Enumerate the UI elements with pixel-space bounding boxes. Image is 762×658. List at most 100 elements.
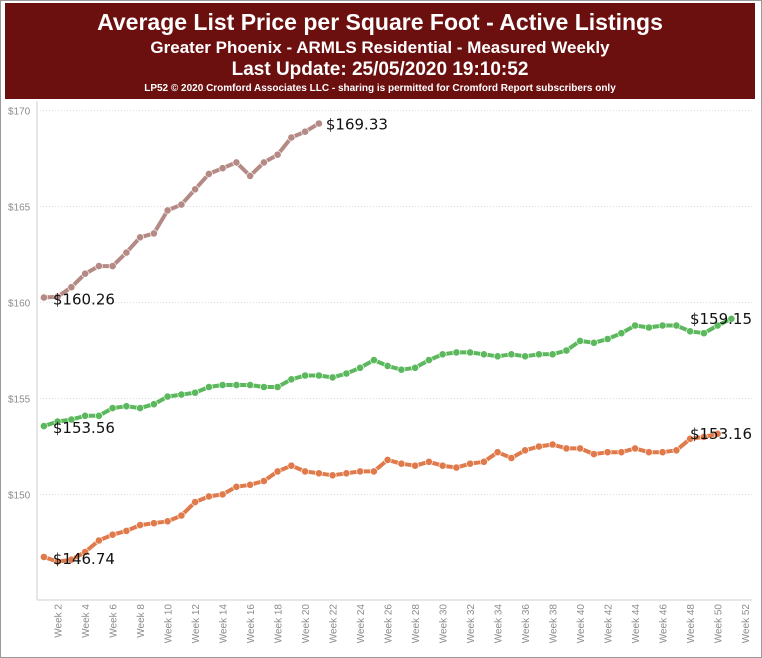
data-point — [149, 400, 158, 409]
data-point — [479, 350, 488, 359]
data-label: $146.74 — [53, 550, 115, 568]
data-point — [204, 492, 213, 501]
data-point — [521, 352, 529, 361]
data-point — [40, 553, 48, 561]
data-point — [287, 133, 296, 142]
data-point — [369, 467, 378, 476]
data-point — [191, 185, 199, 194]
data-point — [122, 527, 131, 535]
copyright-note: LP52 © 2020 Cromford Associates LLC - sh… — [144, 83, 616, 94]
data-point — [218, 490, 227, 499]
data-point — [369, 356, 378, 364]
data-point — [67, 283, 76, 292]
data-point — [507, 454, 516, 462]
data-point — [356, 363, 364, 372]
data-point — [727, 314, 736, 323]
series-line — [41, 431, 720, 564]
x-tick-label: Week 8 — [136, 604, 147, 638]
data-point — [177, 511, 186, 520]
data-label: $153.16 — [690, 425, 752, 443]
data-point — [562, 346, 571, 355]
data-point — [397, 365, 406, 374]
x-tick-label: Week 38 — [549, 604, 560, 644]
data-point — [177, 390, 186, 399]
data-point — [273, 150, 282, 159]
x-tick-label: Week 4 — [81, 604, 92, 638]
x-tick-label: Week 36 — [521, 604, 532, 644]
data-point — [108, 530, 117, 539]
data-point — [438, 350, 447, 359]
data-point — [136, 521, 144, 529]
data-point — [342, 469, 351, 478]
y-tick-label: $150 — [8, 490, 31, 501]
data-point — [108, 404, 117, 412]
chart-title: Average List Price per Square Foot - Act… — [97, 9, 663, 35]
data-point — [246, 381, 254, 389]
data-point — [40, 422, 48, 430]
data-point — [163, 392, 172, 401]
data-point — [645, 448, 653, 457]
data-point — [191, 498, 199, 506]
x-tick-label: Week 52 — [741, 604, 752, 644]
data-point — [232, 482, 241, 491]
data-point — [287, 461, 296, 470]
y-tick-label: $160 — [8, 299, 31, 310]
data-point — [95, 411, 103, 420]
data-point — [149, 229, 158, 238]
data-point — [218, 381, 227, 389]
data-point — [411, 461, 419, 470]
data-point — [53, 557, 62, 566]
data-point — [452, 463, 461, 472]
data-point — [452, 348, 461, 357]
data-point — [246, 171, 254, 180]
data-point — [149, 519, 158, 528]
data-point — [108, 262, 117, 270]
last-update: Last Update: 25/05/2020 19:10:52 — [231, 59, 529, 80]
x-tick-label: Week 42 — [604, 604, 615, 644]
x-tick-label: Week 14 — [219, 604, 230, 644]
data-point — [356, 467, 364, 476]
data-label: $169.33 — [326, 115, 388, 133]
x-tick-label: Week 32 — [466, 604, 477, 644]
data-point — [177, 200, 186, 209]
x-tick-label: Week 24 — [356, 604, 367, 644]
data-point — [301, 371, 309, 380]
x-tick-label: Week 20 — [301, 604, 312, 644]
data-point — [631, 444, 639, 453]
x-tick-label: Week 6 — [109, 604, 120, 638]
data-label: $153.56 — [53, 419, 115, 437]
data-point — [576, 444, 584, 453]
data-point — [672, 446, 681, 455]
x-tick-label: Week 26 — [384, 604, 395, 644]
chart-header: Average List Price per Square Foot - Act… — [5, 3, 755, 99]
data-point — [95, 536, 103, 545]
data-point — [67, 415, 76, 424]
data-point — [259, 158, 268, 167]
data-point — [81, 411, 89, 420]
data-point — [700, 432, 708, 441]
data-point — [53, 417, 62, 426]
data-point — [273, 467, 282, 476]
data-point — [259, 477, 268, 485]
data-point — [204, 383, 213, 391]
data-point — [548, 350, 557, 359]
x-tick-label: Week 12 — [191, 604, 202, 644]
x-tick-label: Week 48 — [686, 604, 697, 644]
data-point — [328, 471, 337, 480]
data-point — [301, 127, 309, 136]
data-point — [617, 329, 626, 338]
data-point — [562, 444, 571, 453]
data-point — [686, 434, 694, 443]
data-point — [713, 321, 722, 330]
data-point — [163, 206, 172, 215]
data-point — [314, 371, 323, 380]
data-point — [122, 248, 131, 257]
data-point — [314, 119, 323, 128]
y-tick-label: $165 — [8, 203, 31, 214]
data-point — [535, 350, 543, 359]
x-tick-label: Week 22 — [329, 604, 340, 644]
x-tick-label: Week 40 — [576, 604, 587, 644]
chart-subtitle: Greater Phoenix - ARMLS Residential - Me… — [150, 38, 610, 57]
data-point — [658, 448, 667, 457]
data-point — [40, 293, 48, 302]
